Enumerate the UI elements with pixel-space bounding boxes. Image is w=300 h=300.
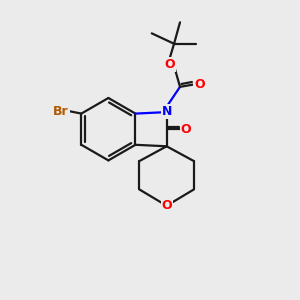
Text: O: O (194, 78, 205, 91)
Text: O: O (161, 199, 172, 212)
Text: O: O (181, 123, 191, 136)
Text: N: N (161, 105, 172, 118)
Text: Br: Br (53, 105, 69, 118)
Text: O: O (164, 58, 175, 71)
